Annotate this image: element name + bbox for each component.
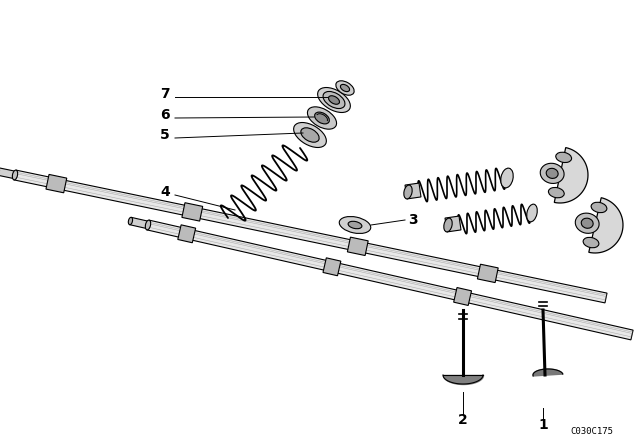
Ellipse shape <box>540 163 564 184</box>
Ellipse shape <box>340 84 349 91</box>
Ellipse shape <box>145 220 150 230</box>
Ellipse shape <box>404 185 412 199</box>
Ellipse shape <box>336 81 354 95</box>
Ellipse shape <box>546 168 558 178</box>
Polygon shape <box>405 183 421 199</box>
Polygon shape <box>445 216 461 232</box>
Text: 3: 3 <box>408 213 418 227</box>
Polygon shape <box>323 258 341 276</box>
Polygon shape <box>0 168 16 179</box>
Ellipse shape <box>317 87 350 112</box>
Ellipse shape <box>301 128 319 142</box>
Ellipse shape <box>307 107 337 129</box>
Ellipse shape <box>348 221 362 229</box>
Polygon shape <box>477 264 498 283</box>
Polygon shape <box>178 225 196 243</box>
Ellipse shape <box>548 187 564 198</box>
Polygon shape <box>182 202 203 221</box>
Ellipse shape <box>12 170 18 180</box>
Text: 5: 5 <box>160 128 170 142</box>
Ellipse shape <box>328 96 339 104</box>
Ellipse shape <box>294 122 326 147</box>
Polygon shape <box>130 217 149 228</box>
Polygon shape <box>533 369 563 376</box>
Ellipse shape <box>581 218 593 228</box>
Ellipse shape <box>527 204 537 222</box>
Ellipse shape <box>339 216 371 233</box>
Ellipse shape <box>129 217 132 225</box>
Ellipse shape <box>575 213 599 233</box>
Ellipse shape <box>556 152 572 163</box>
Ellipse shape <box>444 218 452 232</box>
Polygon shape <box>554 147 588 203</box>
Text: 6: 6 <box>160 108 170 122</box>
Polygon shape <box>14 170 607 303</box>
Ellipse shape <box>315 112 330 124</box>
Polygon shape <box>147 220 633 340</box>
Text: 2: 2 <box>458 413 468 427</box>
Text: 4: 4 <box>160 185 170 199</box>
Text: C030C175: C030C175 <box>570 427 613 436</box>
Polygon shape <box>46 174 67 193</box>
Text: 1: 1 <box>538 418 548 432</box>
Ellipse shape <box>323 91 345 108</box>
Polygon shape <box>454 288 472 306</box>
Text: 7: 7 <box>160 87 170 101</box>
Polygon shape <box>348 237 368 255</box>
Ellipse shape <box>591 202 607 213</box>
Polygon shape <box>589 198 623 253</box>
Ellipse shape <box>500 168 513 188</box>
Ellipse shape <box>583 237 599 248</box>
